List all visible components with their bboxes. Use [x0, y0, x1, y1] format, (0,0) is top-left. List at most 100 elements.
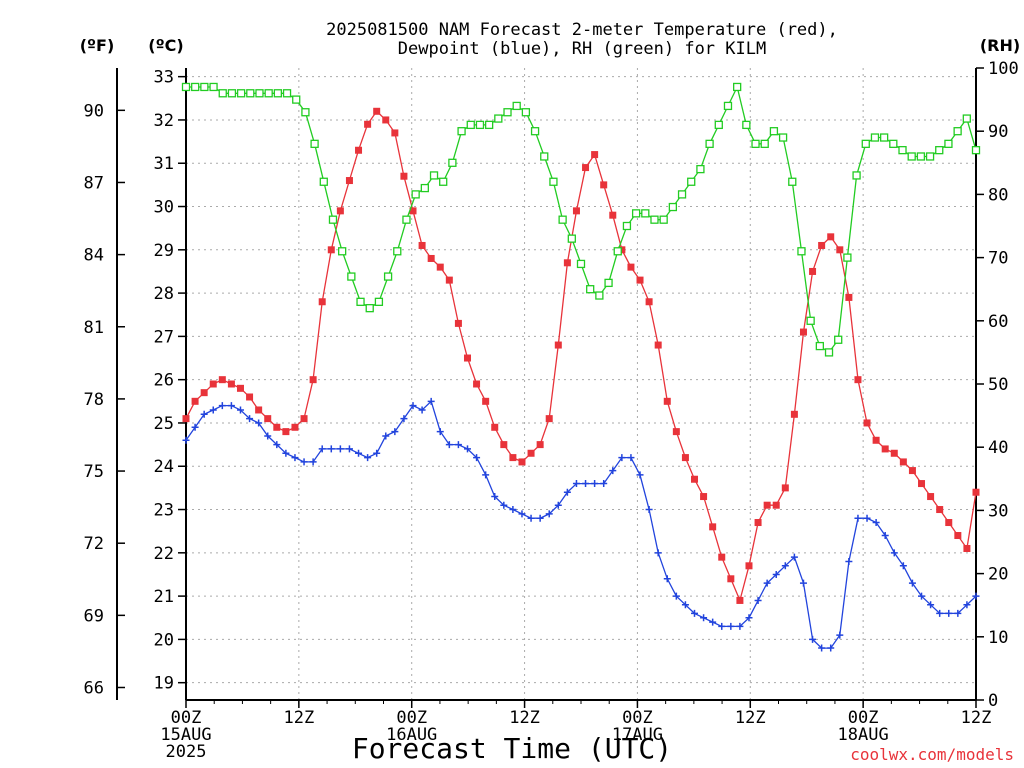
- temperature-point: [718, 553, 726, 561]
- rh-point: [595, 291, 604, 300]
- temperature-point: [246, 393, 254, 401]
- celsius-tick-label: 25: [154, 414, 174, 434]
- time-tick-label: 17AUG: [612, 725, 663, 745]
- dewpoint-point: [273, 441, 281, 449]
- dewpoint-point: [736, 622, 744, 630]
- dewpoint-point: [954, 609, 962, 617]
- dewpoint-point: [563, 488, 571, 496]
- temperature-point: [545, 415, 553, 423]
- rh-point: [540, 152, 549, 161]
- rh-point: [365, 304, 374, 313]
- dewpoint-point: [627, 454, 635, 462]
- rh-point: [898, 146, 907, 155]
- rh-point: [797, 247, 806, 256]
- rh-point: [806, 316, 815, 325]
- dewpoint-point: [227, 402, 235, 410]
- temperature-point: [391, 129, 399, 137]
- celsius-tick-label: 33: [154, 68, 174, 88]
- temperature-point: [291, 423, 299, 431]
- temperature-point: [972, 488, 980, 496]
- rh-point: [374, 297, 384, 306]
- celsius-tick-label: 26: [154, 371, 174, 391]
- rh-line: [186, 85, 977, 354]
- temperature-point: [736, 596, 744, 604]
- temperature-point: [500, 441, 508, 449]
- dewpoint-point: [418, 406, 426, 414]
- dewpoint-point: [772, 570, 780, 578]
- temperature-point: [554, 341, 562, 349]
- rh-point: [457, 127, 466, 136]
- rh-tick-label: 50: [988, 375, 1008, 395]
- dewpoint-point: [491, 493, 499, 501]
- temperature-point: [691, 475, 699, 483]
- dewpoint-point: [727, 622, 735, 630]
- dewpoint-point: [754, 596, 762, 604]
- dewpoint-point: [681, 601, 689, 609]
- temperature-point: [627, 263, 635, 271]
- temperature-point: [763, 501, 771, 509]
- rh-point: [420, 183, 429, 193]
- temperature-point: [963, 544, 971, 552]
- temperature-point: [754, 519, 762, 527]
- rh-point: [705, 139, 714, 148]
- unit-fahrenheit-label: (ºF): [80, 36, 115, 55]
- axis-ticks: 19 20 21 22 23 24 25 26 27 28 29 30 31 32 33 66 69 72 75 78…: [84, 59, 1019, 762]
- rh-point: [696, 164, 705, 174]
- temperature-point: [572, 207, 580, 215]
- temperature-point: [463, 354, 471, 362]
- dewpoint-point: [763, 579, 771, 587]
- celsius-tick-label: 22: [154, 544, 174, 564]
- temperature-point: [727, 575, 735, 583]
- rh-point: [282, 89, 292, 98]
- temperature-point: [191, 397, 199, 405]
- celsius-tick-label: 23: [154, 501, 174, 521]
- rh-point: [788, 177, 797, 186]
- dewpoint-point: [454, 441, 462, 449]
- celsius-tick-label: 19: [154, 674, 174, 694]
- temperature-point: [527, 449, 535, 457]
- temperature-point: [264, 415, 272, 423]
- dewpoint-point: [527, 514, 535, 522]
- temperature-point: [327, 246, 335, 254]
- dewpoint-point: [618, 454, 626, 462]
- dewpoint-point: [391, 428, 399, 436]
- rh-tick-label: 0: [988, 691, 998, 711]
- rh-point: [870, 133, 880, 142]
- dewpoint-point: [936, 609, 944, 617]
- time-tick-label: 12Z: [961, 708, 992, 728]
- temperature-point: [309, 376, 317, 384]
- temperature-point: [218, 376, 226, 384]
- dewpoint-point: [554, 501, 562, 509]
- dewpoint-point: [246, 415, 254, 423]
- rh-point: [641, 209, 650, 218]
- rh-point: [264, 89, 273, 98]
- rh-point: [356, 297, 365, 306]
- rh-point: [246, 89, 255, 98]
- rh-point: [631, 209, 641, 218]
- rh-point: [310, 139, 319, 148]
- temperature-point: [709, 523, 717, 531]
- temperature-point: [609, 211, 617, 219]
- dewpoint-point: [854, 514, 862, 522]
- rh-tick-label: 10: [988, 628, 1008, 648]
- dewpoint-point: [545, 510, 553, 518]
- dewpoint-point: [927, 601, 935, 609]
- dewpoint-point: [663, 575, 671, 583]
- temperature-point: [418, 241, 426, 249]
- dewpoint-point: [500, 501, 508, 509]
- dewpoint-point: [191, 423, 199, 431]
- rh-point: [218, 89, 227, 98]
- rh-tick-label: 60: [988, 312, 1008, 332]
- rh-point: [200, 82, 209, 92]
- temperature-point: [255, 406, 263, 414]
- celsius-tick-label: 30: [154, 198, 174, 218]
- dewpoint-point: [709, 618, 717, 626]
- temperature-point: [672, 428, 680, 436]
- dewpoint-point: [436, 428, 444, 436]
- dewpoint-point: [945, 609, 953, 617]
- temperature-point: [745, 562, 753, 570]
- fahrenheit-tick-label: 66: [84, 678, 104, 698]
- fahrenheit-tick-label: 69: [84, 606, 104, 626]
- rh-point: [503, 108, 512, 117]
